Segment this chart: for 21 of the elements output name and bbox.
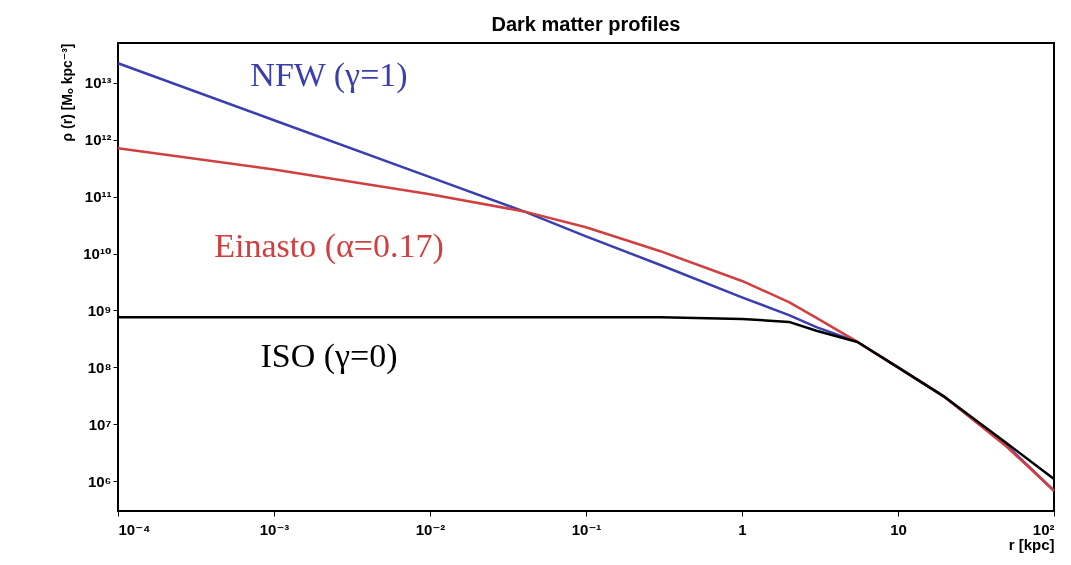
y-tick-label: 10¹⁰: [83, 245, 112, 263]
x-tick-label: 10⁻¹: [571, 520, 602, 538]
x-tick-label: 10⁻³: [259, 520, 290, 538]
x-tick-label: 10: [890, 520, 907, 538]
x-tick-label: 10²: [1032, 520, 1055, 538]
x-tick-label: 10⁻²: [415, 520, 446, 538]
x-tick-label: 10⁻⁴: [118, 520, 151, 538]
x-axis-title: r [kpc]: [1008, 535, 1055, 553]
y-tick-label: 10⁷: [88, 415, 112, 433]
y-tick-label: 10¹³: [84, 74, 112, 92]
chart-title: Dark matter profiles: [491, 13, 681, 35]
series-label: Einasto (α=0.17): [214, 227, 444, 266]
series-label: ISO (γ=0): [260, 337, 398, 376]
y-axis-title: ρ (r) [Mₒ kpc⁻³]: [59, 43, 76, 142]
y-tick-label: 10⁹: [87, 301, 112, 319]
y-tick-label: 10⁶: [87, 472, 112, 490]
y-tick-label: 10¹¹: [84, 188, 112, 206]
y-tick-label: 10¹²: [84, 131, 112, 149]
x-tick-label: 1: [738, 520, 747, 538]
y-tick-label: 10⁸: [87, 358, 112, 376]
series-label: NFW (γ=1): [250, 56, 408, 95]
